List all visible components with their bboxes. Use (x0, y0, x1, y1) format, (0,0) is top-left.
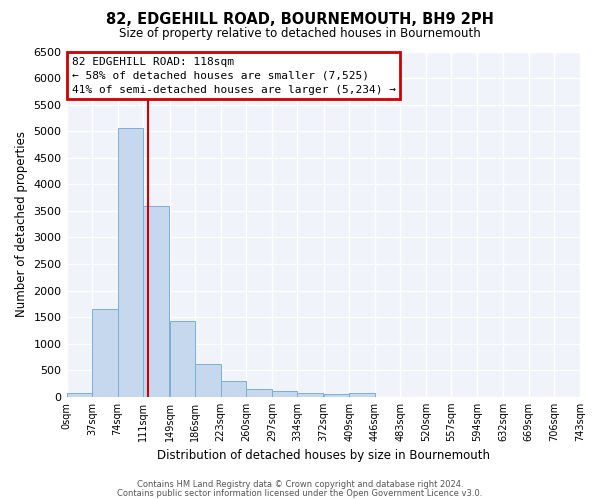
Bar (349, 393, 374, 397)
Bar (170, 322, 195, 397)
Bar (272, 391, 297, 397)
Bar (247, 389, 272, 397)
Bar (67, 393, 92, 397)
Bar (221, 381, 246, 397)
Bar (92, 309, 118, 397)
Y-axis label: Number of detached properties: Number of detached properties (15, 131, 28, 317)
Text: 82, EDGEHILL ROAD, BOURNEMOUTH, BH9 2PH: 82, EDGEHILL ROAD, BOURNEMOUTH, BH9 2PH (106, 12, 494, 28)
Text: Contains HM Land Registry data © Crown copyright and database right 2024.: Contains HM Land Registry data © Crown c… (137, 480, 463, 489)
Bar (324, 394, 349, 397)
Bar (298, 393, 323, 397)
Text: 82 EDGEHILL ROAD: 118sqm
← 58% of detached houses are smaller (7,525)
41% of sem: 82 EDGEHILL ROAD: 118sqm ← 58% of detach… (71, 56, 395, 94)
X-axis label: Distribution of detached houses by size in Bournemouth: Distribution of detached houses by size … (157, 450, 490, 462)
Bar (118, 128, 143, 397)
Bar (143, 206, 169, 397)
Text: Size of property relative to detached houses in Bournemouth: Size of property relative to detached ho… (119, 28, 481, 40)
Bar (195, 364, 221, 397)
Text: Contains public sector information licensed under the Open Government Licence v3: Contains public sector information licen… (118, 489, 482, 498)
